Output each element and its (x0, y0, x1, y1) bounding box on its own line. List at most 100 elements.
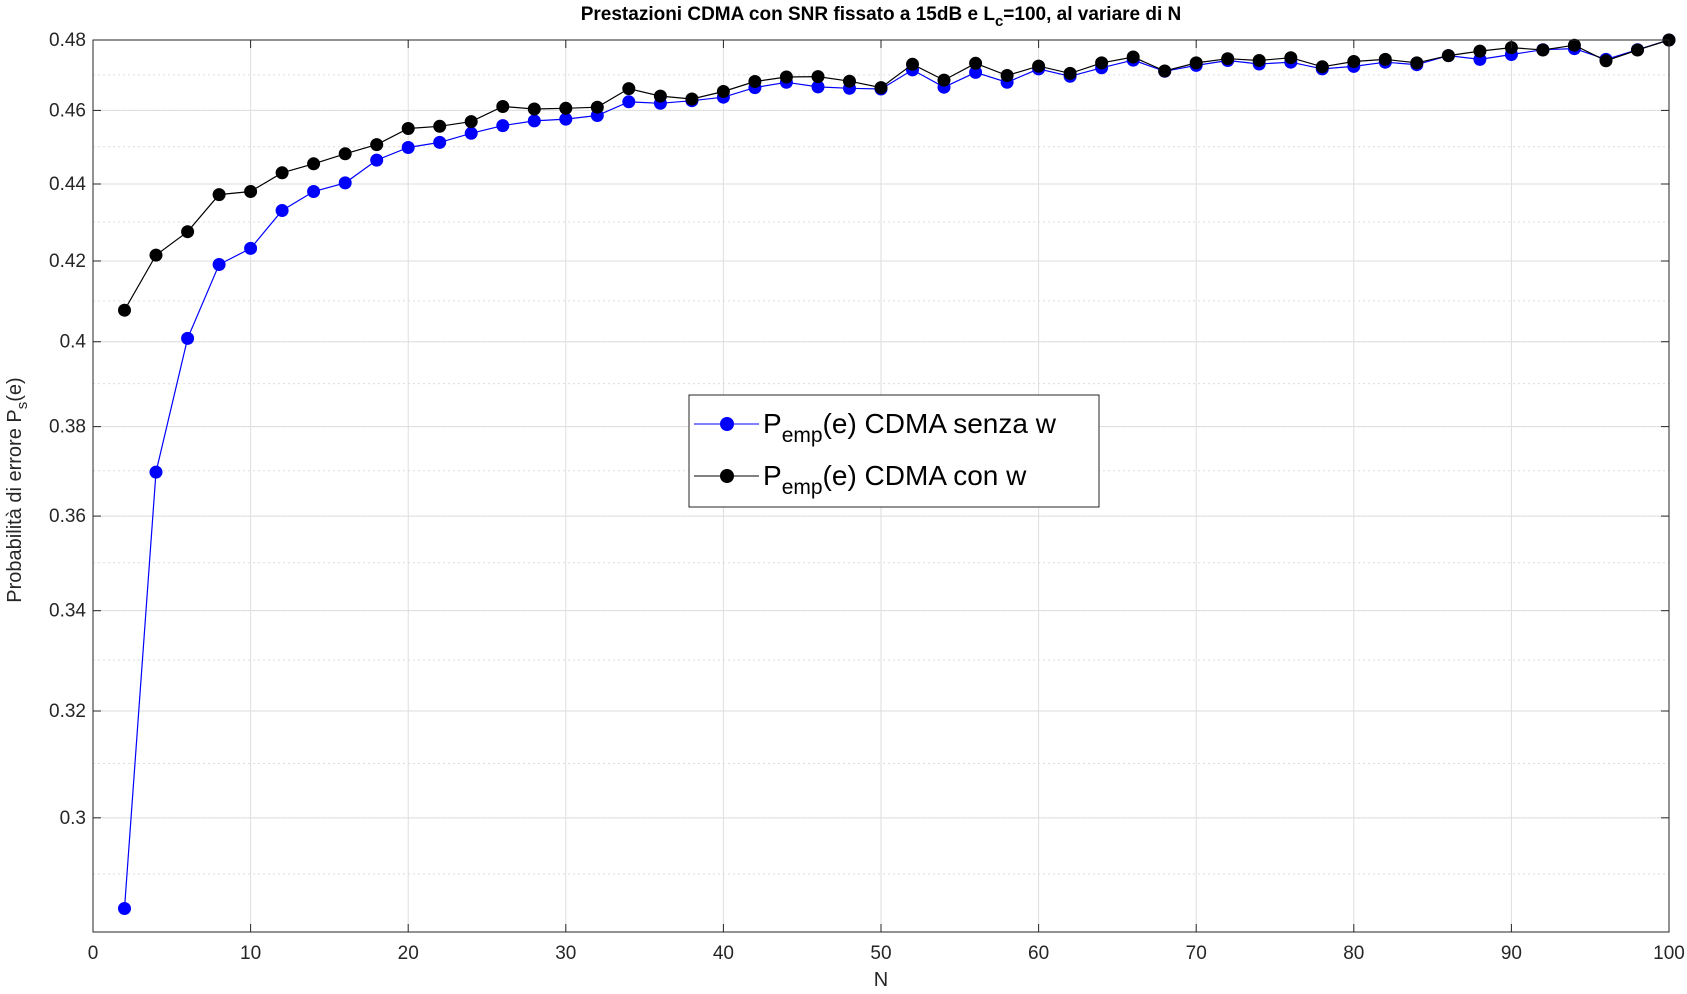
data-point (1599, 54, 1613, 68)
data-point (181, 225, 195, 239)
legend-entry-con-w: Pemp(e) CDMA con w (694, 460, 1027, 499)
x-tick-label: 40 (713, 943, 734, 964)
chart-title: Prestazioni CDMA con SNR fissato a 15dB … (581, 4, 1182, 30)
data-point (244, 185, 258, 198)
y-axis: 0.3 0.32 0.34 0.36 0.38 0.4 0.42 0.44 0.46 0.48 (49, 30, 1669, 829)
data-point (685, 92, 699, 106)
data-point (275, 204, 289, 217)
legend-entry-senza-w: Pemp(e) CDMA senza w (694, 408, 1057, 447)
x-tick-label: 90 (1501, 943, 1522, 964)
title-subscript: c (995, 13, 1003, 30)
ylabel-subscript: s (14, 402, 31, 410)
data-point (527, 114, 541, 128)
data-point (1000, 69, 1014, 82)
x-axis: 0 10 20 30 40 50 60 70 80 90 100 (88, 40, 1685, 964)
data-point (874, 81, 888, 95)
data-point (1221, 52, 1235, 66)
data-point (811, 70, 825, 84)
data-point (401, 141, 415, 154)
data-point (779, 70, 793, 84)
data-point (937, 73, 951, 87)
data-point (1473, 44, 1487, 58)
data-point (244, 241, 258, 255)
y-axis-label: Probabilità di errore Ps(e) (4, 377, 31, 602)
legend-box (688, 394, 1100, 508)
y-tick-label: 0.4 (60, 332, 87, 353)
data-point (307, 157, 321, 171)
data-point (1536, 43, 1550, 57)
data-point (622, 82, 636, 96)
data-point (118, 902, 131, 915)
legend-label-senza-w: Pemp(e) CDMA senza w (763, 408, 1057, 447)
y-tick-label: 0.36 (49, 506, 86, 527)
data-point (433, 135, 447, 149)
y-tick-label: 0.34 (49, 601, 86, 622)
y-tick-label: 0.38 (49, 417, 86, 438)
x-tick-label: 20 (398, 943, 419, 964)
data-point (559, 112, 573, 126)
data-point (212, 188, 226, 202)
data-point (716, 85, 730, 98)
data-point (811, 80, 825, 94)
data-point (1315, 60, 1329, 74)
legend-label-con-w: Pemp(e) CDMA con w (763, 460, 1027, 499)
data-point (559, 101, 573, 115)
data-point (1284, 51, 1298, 65)
data-point (275, 166, 289, 180)
data-point (149, 465, 163, 479)
data-point (1063, 66, 1077, 80)
x-tick-label: 10 (240, 943, 261, 964)
data-point (1126, 50, 1140, 64)
data-point (1032, 59, 1046, 73)
data-point (1158, 64, 1172, 78)
data-point (1095, 56, 1109, 70)
data-point (653, 89, 667, 103)
y-tick-label: 0.32 (49, 701, 86, 722)
y-tick-label: 0.3 (60, 808, 86, 829)
data-point (496, 119, 510, 133)
data-point (338, 147, 352, 161)
data-point (496, 100, 510, 113)
y-tick-label: 0.48 (49, 30, 86, 51)
data-point (149, 248, 163, 262)
data-point (433, 119, 447, 133)
legend: Pemp(e) CDMA senza w Pemp(e) CDMA con w (688, 394, 1100, 508)
data-point (527, 102, 541, 116)
data-point (1567, 38, 1581, 52)
x-tick-label: 60 (1028, 943, 1049, 964)
data-point (969, 56, 983, 70)
y-tick-label: 0.42 (49, 251, 86, 272)
data-point (969, 65, 983, 79)
x-tick-label: 30 (555, 943, 576, 964)
data-point (338, 176, 352, 190)
data-point (1631, 43, 1644, 57)
series-1 (118, 33, 1676, 317)
data-point (464, 126, 478, 140)
data-point (370, 153, 384, 167)
data-point (1410, 56, 1424, 70)
data-point (401, 122, 415, 135)
y-tick-label: 0.44 (49, 174, 86, 195)
data-point (370, 138, 384, 152)
data-point (843, 74, 856, 88)
legend-marker-senza-w (720, 417, 734, 431)
data-point (622, 95, 636, 109)
x-tick-label: 100 (1653, 943, 1685, 964)
data-point (906, 57, 919, 71)
x-tick-label: 70 (1186, 943, 1207, 964)
data-point (1347, 55, 1361, 68)
data-point (590, 100, 604, 114)
x-axis-label: N (874, 969, 888, 991)
series-layer (118, 33, 1676, 915)
data-point (1378, 52, 1392, 66)
data-point (307, 185, 321, 198)
data-point (181, 331, 195, 345)
data-point (1189, 56, 1203, 70)
data-point (212, 258, 226, 271)
x-tick-label: 0 (88, 943, 99, 964)
legend-marker-con-w (720, 469, 734, 483)
y-tick-label: 0.46 (49, 100, 86, 121)
data-point (118, 303, 131, 317)
data-point (748, 75, 762, 88)
